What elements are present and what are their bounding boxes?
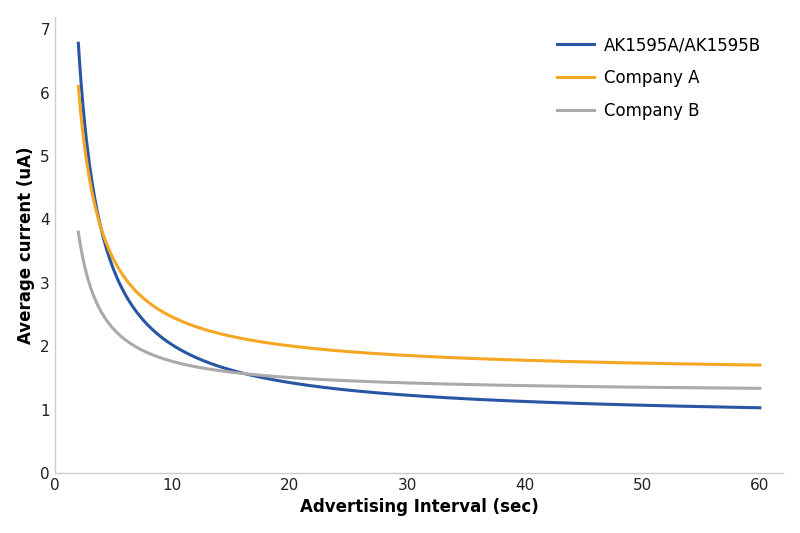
Company A — [632, 360, 642, 366]
Company B — [402, 379, 411, 386]
AK1595A/AK1595B — [738, 404, 748, 410]
AK1595A/AK1595B — [442, 394, 452, 401]
Company A — [479, 356, 489, 362]
Company A — [738, 362, 748, 368]
Line: AK1595A/AK1595B: AK1595A/AK1595B — [78, 43, 760, 408]
AK1595A/AK1595B — [402, 392, 411, 398]
Company B — [755, 385, 765, 392]
Company A — [442, 354, 452, 361]
Company A — [402, 352, 411, 359]
Company B — [632, 384, 642, 390]
Company A — [755, 362, 765, 368]
X-axis label: Advertising Interval (sec): Advertising Interval (sec) — [300, 498, 538, 516]
Line: Company A: Company A — [78, 86, 760, 365]
Company B — [479, 382, 489, 388]
Company B — [738, 385, 748, 391]
AK1595A/AK1595B — [398, 392, 407, 398]
Company B — [442, 381, 452, 387]
AK1595A/AK1595B — [479, 397, 489, 403]
Legend: AK1595A/AK1595B, Company A, Company B: AK1595A/AK1595B, Company A, Company B — [550, 29, 768, 127]
Company A — [398, 352, 407, 358]
Company A — [74, 83, 83, 90]
Line: Company B: Company B — [78, 232, 760, 389]
AK1595A/AK1595B — [755, 405, 765, 411]
AK1595A/AK1595B — [74, 40, 83, 46]
Company B — [398, 379, 407, 386]
AK1595A/AK1595B — [632, 402, 642, 408]
Company B — [74, 229, 83, 235]
Y-axis label: Average current (uA): Average current (uA) — [17, 146, 34, 344]
